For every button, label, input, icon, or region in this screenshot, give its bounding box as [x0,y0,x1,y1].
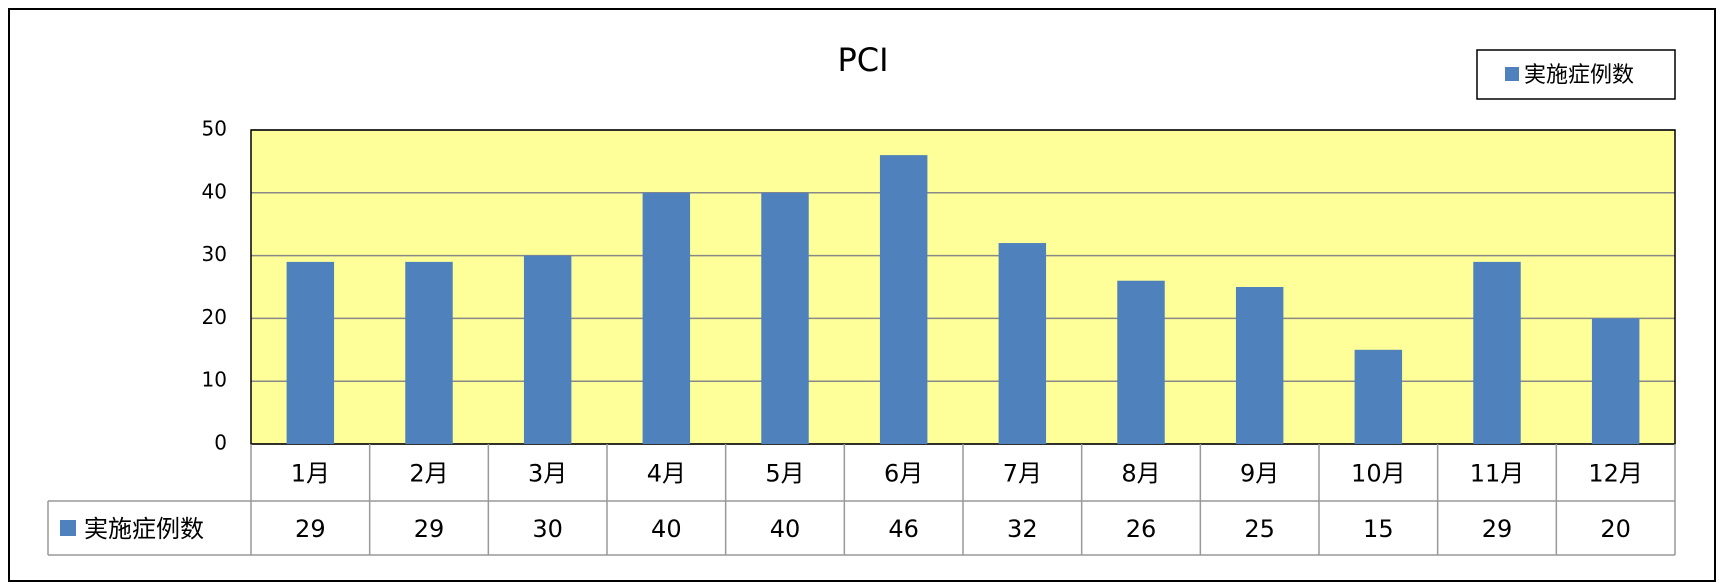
legend-label: 実施症例数 [1524,63,1634,88]
table-value: 46 [888,515,919,543]
x-tick-label: 2月 [409,460,448,488]
bar [879,155,928,444]
plot-area [251,130,1675,444]
table-value: 29 [414,515,445,543]
bar [523,255,572,444]
table-value: 40 [770,515,801,543]
y-tick-label: 30 [202,242,227,266]
bar [1235,287,1284,444]
table-value: 25 [1244,515,1275,543]
x-tick-label: 4月 [647,460,686,488]
x-tick-label: 1月 [291,460,330,488]
bar [761,192,809,444]
y-tick-label: 0 [214,431,227,455]
x-tick-label: 11月 [1470,460,1525,488]
x-tick-label: 3月 [528,460,567,488]
y-tick-label: 20 [202,305,227,329]
x-tick-label: 8月 [1121,460,1160,488]
table-legend-key [60,520,76,536]
y-tick-label: 10 [202,368,227,392]
y-tick-label: 50 [202,117,227,141]
table-value: 29 [1482,515,1513,543]
bar [1473,261,1521,444]
table-value: 20 [1600,515,1631,543]
x-tick-label: 6月 [884,460,923,488]
table-value: 30 [532,515,563,543]
x-tick-label: 10月 [1351,460,1406,488]
x-tick-label: 5月 [765,460,804,488]
bar [998,243,1047,444]
bar [642,192,691,444]
bar [1591,318,1640,444]
bar [286,261,335,444]
table-value: 40 [651,515,682,543]
x-tick-label: 12月 [1588,460,1643,488]
legend-key [1505,67,1519,81]
x-tick-label: 7月 [1003,460,1042,488]
bar [1354,349,1403,444]
y-tick-label: 40 [202,179,227,203]
table-value: 32 [1007,515,1038,543]
table-value: 29 [295,515,326,543]
table-row-label: 実施症例数 [84,515,204,543]
bar [1117,280,1165,444]
table-value: 15 [1363,515,1394,543]
table-value: 26 [1126,515,1157,543]
bar [405,261,453,444]
chart-title: PCI [837,41,888,79]
x-tick-label: 9月 [1240,460,1279,488]
